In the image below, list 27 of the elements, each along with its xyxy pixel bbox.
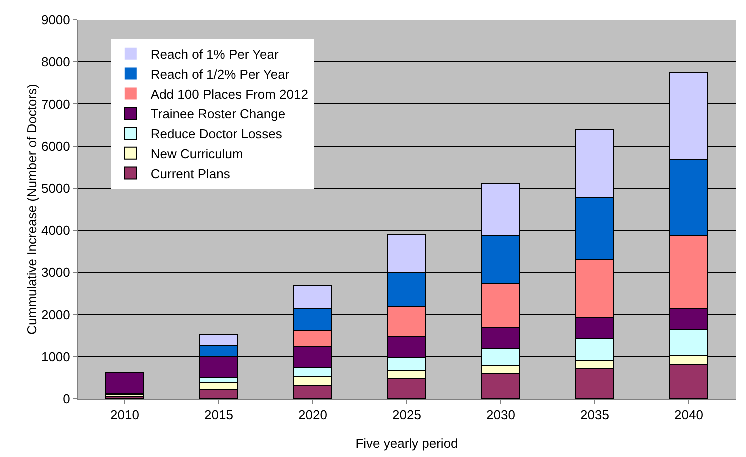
y-tick-label: 2000 bbox=[41, 307, 70, 322]
x-tick-label: 2035 bbox=[580, 408, 610, 423]
legend-label: Current Plans bbox=[150, 166, 231, 182]
y-tick-label: 8000 bbox=[41, 54, 70, 70]
legend-label: Trainee Roster Change bbox=[150, 106, 286, 122]
x-axis-title: Five yearly period bbox=[356, 436, 458, 451]
x-tick-label: 2040 bbox=[674, 408, 704, 423]
legend-label: Reduce Doctor Losses bbox=[150, 126, 283, 142]
y-tick-label: 7000 bbox=[41, 96, 70, 112]
x-tick-label: 2020 bbox=[298, 408, 328, 423]
x-tick-label: 2015 bbox=[204, 408, 234, 423]
x-tick-label: 2030 bbox=[486, 408, 516, 423]
legend-label: Reach of 1% Per Year bbox=[150, 46, 280, 62]
y-tick-label: 4000 bbox=[41, 223, 70, 238]
y-tick-label: 9000 bbox=[41, 12, 70, 28]
x-tick-label: 2010 bbox=[110, 408, 140, 423]
y-axis-title: Cummulative Increase (Number of Doctors) bbox=[24, 84, 40, 335]
x-tick-label: 2025 bbox=[392, 408, 422, 423]
y-tick-label: 1000 bbox=[41, 349, 70, 364]
legend-label: Reach of 1/2% Per Year bbox=[150, 66, 290, 82]
y-tick-label: 5000 bbox=[41, 180, 70, 196]
legend-label: New Curriculum bbox=[150, 146, 244, 162]
bar bbox=[106, 372, 144, 394]
y-tick-label: 3000 bbox=[41, 265, 70, 280]
y-tick-label: 6000 bbox=[41, 138, 70, 154]
y-tick-label: 0 bbox=[63, 392, 70, 407]
legend-label: Add 100 Places From 2012 bbox=[150, 86, 308, 102]
